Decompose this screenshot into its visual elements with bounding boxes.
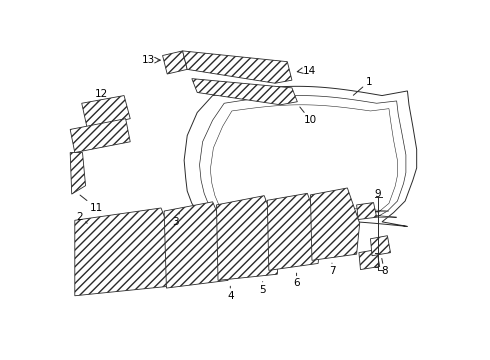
Text: 9: 9: [375, 189, 382, 199]
Text: 10: 10: [300, 107, 317, 125]
Polygon shape: [75, 208, 176, 296]
Text: 5: 5: [259, 282, 266, 294]
Text: 8: 8: [381, 258, 388, 276]
Polygon shape: [183, 51, 292, 83]
Text: 1: 1: [353, 77, 372, 95]
Text: 11: 11: [80, 195, 103, 213]
Text: 7: 7: [329, 263, 335, 276]
Polygon shape: [359, 249, 380, 270]
Text: 4: 4: [227, 286, 234, 301]
Text: 13: 13: [142, 55, 155, 65]
Text: 14: 14: [303, 66, 316, 76]
Polygon shape: [82, 95, 130, 128]
Polygon shape: [184, 86, 416, 226]
Polygon shape: [370, 236, 391, 256]
Polygon shape: [192, 78, 297, 105]
Polygon shape: [357, 203, 377, 220]
Text: 6: 6: [293, 273, 300, 288]
Polygon shape: [70, 153, 86, 194]
Polygon shape: [163, 51, 187, 74]
Polygon shape: [70, 119, 130, 153]
Text: 2: 2: [76, 212, 87, 223]
Polygon shape: [311, 188, 360, 260]
Text: 12: 12: [95, 89, 108, 103]
Polygon shape: [217, 195, 280, 280]
Polygon shape: [164, 202, 230, 288]
Polygon shape: [199, 95, 406, 219]
Polygon shape: [268, 193, 321, 270]
Text: 3: 3: [172, 213, 179, 227]
Polygon shape: [210, 105, 397, 214]
